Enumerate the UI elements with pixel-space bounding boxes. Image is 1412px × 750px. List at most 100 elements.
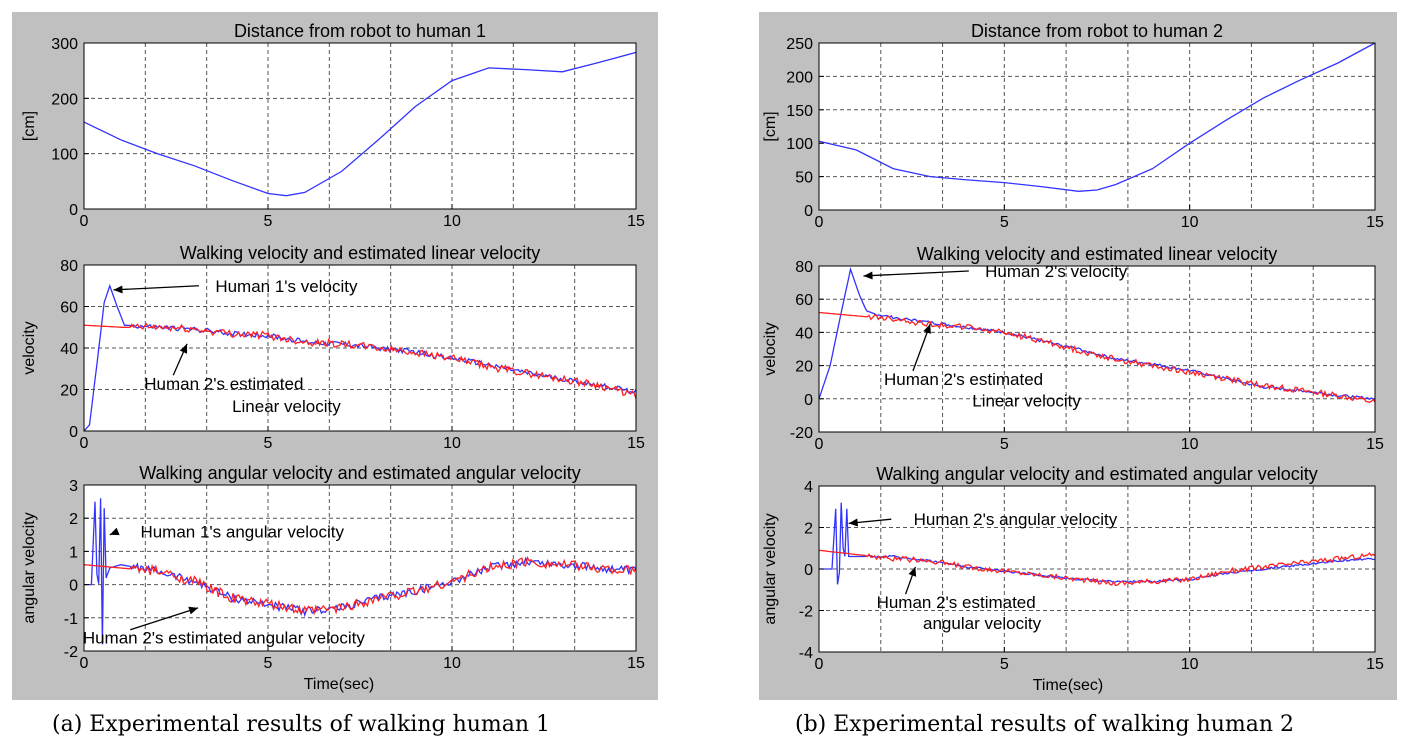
b-bottom-ytick-label: 0 (804, 562, 813, 579)
a-bottom-axes-background (84, 485, 636, 651)
a-bottom-ylabel: angular velocity (21, 512, 38, 623)
b-middle-annotation-text: Linear velocity (972, 391, 1081, 410)
a-top-ylabel: [cm] (21, 111, 38, 141)
a-middle-xtick-label: 5 (264, 435, 273, 452)
b-bottom-ytick-label: 2 (804, 521, 813, 538)
a-middle-annotation-text: Human 1's velocity (215, 277, 358, 296)
b-bottom-annotation-text: Human 2's angular velocity (914, 510, 1118, 529)
a-bottom-xtick-label: 5 (264, 655, 273, 672)
b-middle-xtick-label: 15 (1366, 436, 1384, 453)
b-middle-ytick-label: 60 (795, 292, 813, 309)
b-middle-annotation-arrowhead (923, 324, 931, 334)
b-bottom-annotation-arrowhead (908, 566, 917, 577)
a-top-xtick-label: 5 (264, 213, 273, 230)
b-top-ytick-label: 50 (795, 170, 813, 187)
a-bottom-ytick-label: -1 (64, 611, 78, 628)
a-middle-ytick-label: 80 (60, 258, 78, 275)
a-bottom-xtick-label: 15 (627, 655, 645, 672)
b-bottom-xtick-label: 0 (815, 656, 824, 673)
a-bottom-annotation-arrow (130, 607, 199, 631)
b-middle-annotation-arrowhead (863, 271, 873, 280)
a-top-xtick-label: 15 (627, 213, 645, 230)
b-middle-ytick-label: -20 (790, 425, 813, 442)
a-middle-title: Walking velocity and estimated linear ve… (180, 243, 541, 263)
a-middle-ytick-label: 0 (69, 424, 78, 441)
b-middle-axes-background (819, 266, 1375, 432)
a-bottom-series-estimated-line (83, 555, 637, 616)
a-bottom-ytick-label: 3 (69, 478, 78, 495)
a-top-panel: 0 5 10 15 0 100 200 300 Distance from robot to h… (21, 21, 645, 230)
b-top-series-human-line (818, 42, 1376, 192)
b-bottom-title: Walking angular velocity and estimated a… (876, 464, 1318, 484)
b-middle-annotation-arrow (863, 270, 969, 277)
a-middle-panel: 0 5 10 15 0 20 40 60 80 Walking velocity and esti… (21, 243, 645, 452)
a-middle-annotation-arrow (113, 285, 200, 291)
b-top-xtick-label: 10 (1181, 214, 1199, 231)
b-middle-annotation-text: Human 2's velocity (985, 262, 1128, 281)
b-bottom-annotation-text: Human 2's estimated (877, 593, 1036, 612)
b-top-xtick-label: 5 (1000, 214, 1009, 231)
a-bottom-xtick-label: 0 (80, 655, 89, 672)
b-middle-xtick-label: 5 (1000, 436, 1009, 453)
b-middle-xtick-label: 10 (1181, 436, 1199, 453)
a-bottom-axes-frame (83, 484, 637, 652)
b-top-title: Distance from robot to human 2 (971, 21, 1223, 41)
b-middle-annotation-text: Human 2's estimated (884, 370, 1043, 389)
figure-b: 0 5 10 15 0 50 100 150 200 250 Distance from robot… (759, 12, 1397, 700)
a-bottom-ytick-label: 0 (69, 578, 78, 595)
a-middle-annotation-text: Linear velocity (232, 397, 341, 416)
a-bottom-annotation-text: Human 2's estimated angular velocity (83, 629, 365, 648)
a-top-axes-background (84, 43, 636, 209)
a-bottom-annotation-arrowhead (188, 606, 199, 615)
b-top-xtick-label: 15 (1366, 214, 1384, 231)
a-middle-ylabel: velocity (21, 321, 38, 374)
a-bottom-xlabel: Time(sec) (304, 676, 375, 693)
a-top-ytick-label: 0 (69, 202, 78, 219)
a-middle-ytick-label: 40 (60, 341, 78, 358)
figure-a: 0 5 10 15 0 100 200 300 Distance from robot to h… (12, 12, 658, 700)
b-bottom-xtick-label: 10 (1181, 656, 1199, 673)
b-bottom-ytick-label: -4 (799, 645, 813, 662)
a-top-axes-frame (83, 42, 637, 210)
a-top-ytick-label: 200 (51, 91, 78, 108)
b-middle-series-human-line (818, 266, 1376, 401)
b-bottom-ytick-label: -2 (799, 604, 813, 621)
caption-b: (b) Experimental results of walking huma… (795, 712, 1295, 737)
b-bottom-xlabel: Time(sec) (1033, 677, 1104, 694)
b-top-ytick-label: 0 (804, 203, 813, 220)
a-middle-xtick-label: 10 (443, 435, 461, 452)
a-bottom-xtick-label: 10 (443, 655, 461, 672)
a-top-title: Distance from robot to human 1 (234, 21, 486, 41)
a-bottom-ytick-label: 2 (69, 511, 78, 528)
a-middle-ytick-label: 20 (60, 383, 78, 400)
b-bottom-annotation-text: angular velocity (923, 614, 1042, 633)
b-middle-title: Walking velocity and estimated linear ve… (917, 244, 1278, 264)
b-bottom-ylabel: angular velocity (762, 513, 779, 624)
b-bottom-ytick-label: 4 (804, 479, 813, 496)
a-middle-series-estimated-line (83, 322, 637, 400)
b-bottom-series-estimated-line (818, 549, 1376, 587)
b-middle-ytick-label: 0 (804, 392, 813, 409)
b-middle-series-estimated-line (818, 311, 1376, 404)
a-bottom-ytick-label: 1 (69, 544, 78, 561)
a-top-ytick-label: 100 (51, 147, 78, 164)
a-middle-annotation-text: Human 2's estimated (144, 374, 303, 393)
b-top-ylabel: [cm] (762, 111, 779, 141)
b-middle-axes-frame (818, 265, 1376, 433)
b-top-ytick-label: 100 (786, 136, 813, 153)
b-middle-ytick-label: 80 (795, 259, 813, 276)
a-top-series-human-line (83, 51, 637, 197)
a-middle-annotation-arrowhead (113, 285, 123, 294)
b-top-axes-frame (818, 42, 1376, 211)
b-middle-ylabel: velocity (762, 322, 779, 375)
b-bottom-xtick-label: 5 (1000, 656, 1009, 673)
a-middle-ytick-label: 60 (60, 300, 78, 317)
a-top-xtick-label: 0 (80, 213, 89, 230)
b-top-ytick-label: 200 (786, 69, 813, 86)
a-bottom-title: Walking angular velocity and estimated a… (139, 463, 581, 483)
a-top-ytick-label: 300 (51, 36, 78, 53)
